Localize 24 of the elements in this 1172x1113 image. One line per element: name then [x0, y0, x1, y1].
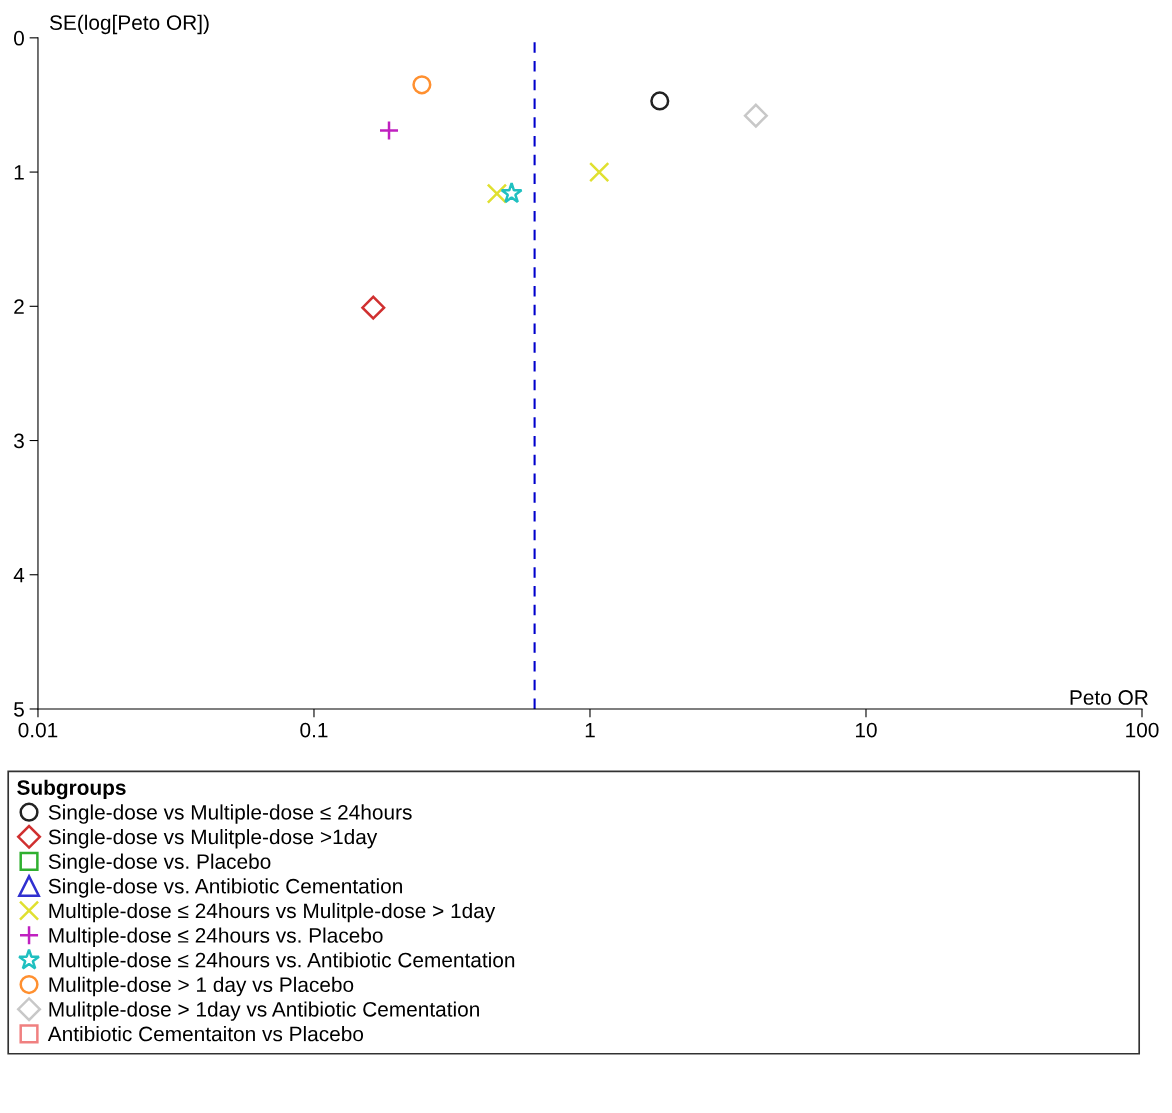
y-tick-label: 0: [14, 30, 24, 46]
x-axis-title: Peto OR: [1070, 690, 1148, 705]
legend-label: Single-dose vs. Placebo: [48, 853, 271, 874]
y-tick-label: 5: [14, 702, 24, 717]
x-tick-label: 100: [1126, 722, 1159, 738]
legend-label: Mulitple-dose > 1 day vs Placebo: [49, 976, 354, 997]
y-tick-label: 2: [14, 299, 24, 314]
y-tick-label: 3: [13, 433, 24, 449]
x-tick-label: 0.01: [18, 722, 58, 738]
y-tick-label: 4: [13, 567, 25, 583]
y-tick-label: 1: [14, 165, 24, 180]
x-tick-label: 10: [855, 722, 877, 738]
legend-label: Mulitple-dose > 1day vs Antibiotic Cementation: [49, 1001, 479, 1021]
legend-label: Multiple-dose ≤ 24hours vs Mulitple-dose > 1day: [49, 902, 496, 923]
legend-label: Single-dose vs Mulitple-dose >1day: [48, 828, 378, 849]
legend-label: Single-dose vs. Antibiotic Cementation: [48, 878, 402, 898]
x-tick-label: 0.1: [300, 722, 328, 738]
legend-title: Subgroups: [17, 779, 126, 800]
legend-label: Multiple-dose ≤ 24hours vs. Antibiotic Cementation: [49, 952, 515, 972]
x-tick-label: 1: [585, 722, 595, 738]
legend-label: Multiple-dose ≤ 24hours vs. Placebo: [49, 927, 383, 947]
y-axis-title: SE(log[Peto OR]): [49, 14, 209, 35]
legend-label: Antibiotic Cementaiton vs Placebo: [47, 1026, 364, 1042]
legend-label: Single-dose vs Multiple-dose ≤ 24hours: [48, 804, 412, 824]
